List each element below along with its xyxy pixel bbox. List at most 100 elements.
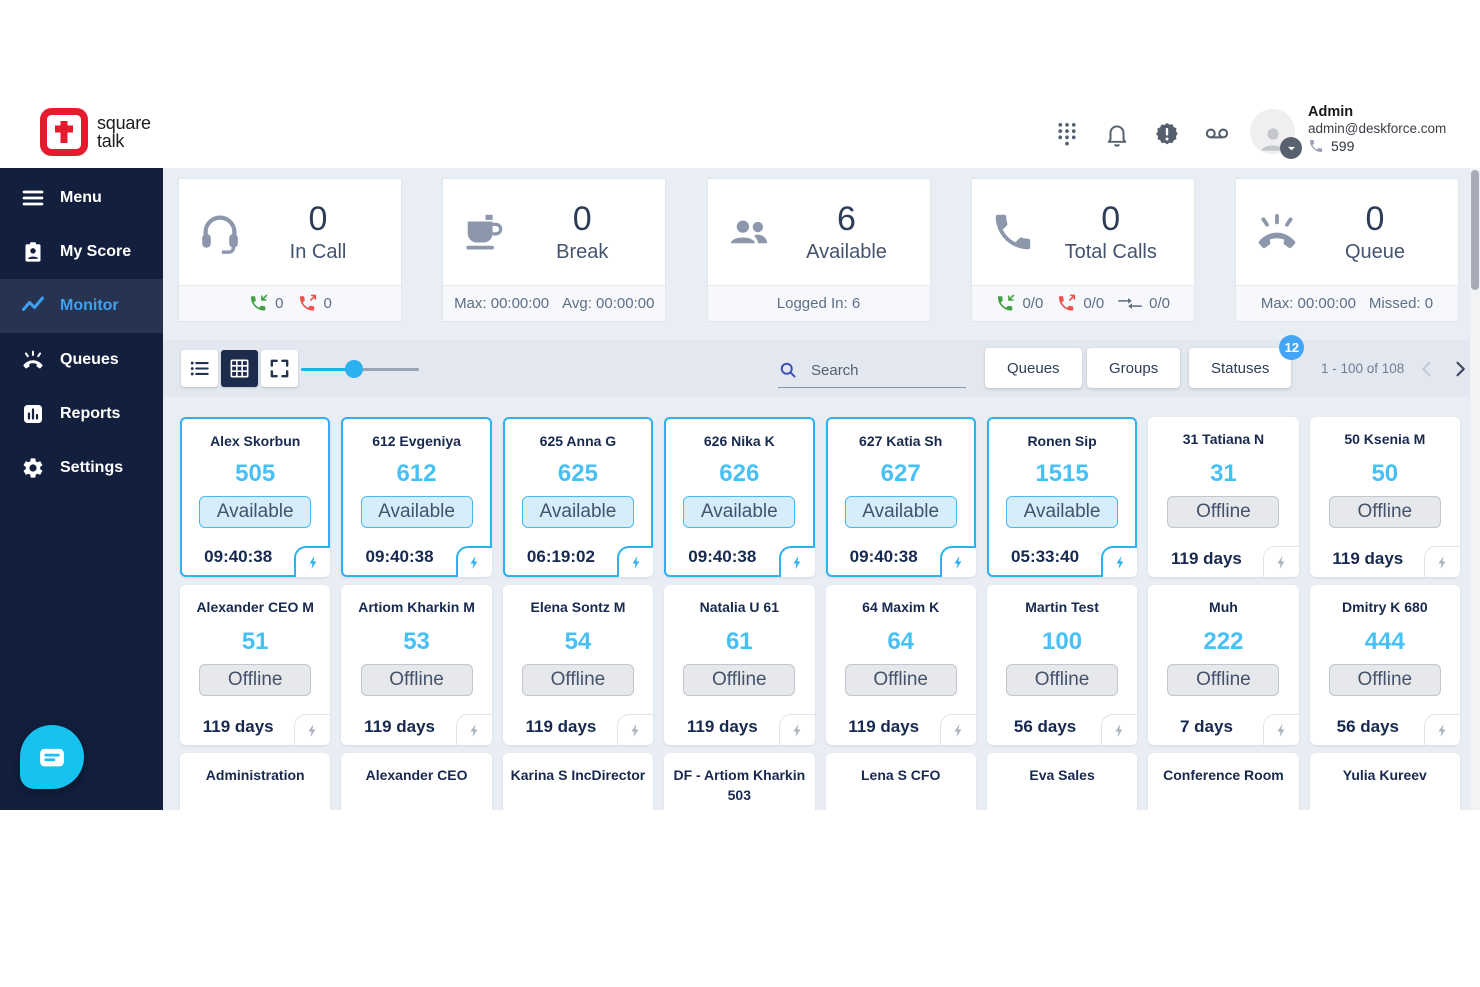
sidebar-item-menu[interactable]: Menu bbox=[0, 171, 163, 225]
quick-action-bolt-button[interactable] bbox=[1424, 714, 1460, 745]
agent-name: Muh bbox=[1209, 599, 1238, 615]
chat-launcher-button[interactable] bbox=[20, 725, 84, 789]
user-menu-caret[interactable] bbox=[1280, 137, 1302, 159]
stat-footer-item: 0/0 bbox=[1056, 293, 1104, 314]
agent-card[interactable]: Eva Sales bbox=[986, 753, 1138, 810]
agent-duration: 05:33:40 bbox=[1011, 547, 1080, 566]
slider-thumb[interactable] bbox=[345, 360, 364, 378]
agent-card[interactable]: 64 Maxim K 64 Offline 119 days bbox=[825, 585, 976, 745]
queues-filter-button[interactable]: Queues bbox=[985, 348, 1082, 388]
stat-footer-item: 0 bbox=[297, 293, 332, 314]
agent-card[interactable]: Muh 222 Offline 7 days bbox=[1148, 585, 1299, 745]
agent-card[interactable]: Artiom Kharkin M 53 Offline 119 days bbox=[341, 585, 492, 745]
outgoing-call-icon bbox=[297, 293, 318, 314]
groups-filter-button[interactable]: Groups bbox=[1087, 348, 1181, 388]
quick-action-bolt-button[interactable] bbox=[294, 714, 331, 745]
quick-action-bolt-button[interactable] bbox=[1101, 546, 1138, 577]
scrollbar-thumb[interactable] bbox=[1471, 170, 1479, 290]
agent-card[interactable]: Alexander CEO M 51 Offline 119 days bbox=[180, 585, 331, 745]
stat-label: In Call bbox=[289, 241, 347, 263]
agent-card[interactable]: Dmitry K 680 444 Offline 56 days bbox=[1309, 585, 1460, 745]
agent-card[interactable]: 50 Ksenia M 50 Offline 119 days bbox=[1309, 417, 1460, 577]
sidebar-item-settings[interactable]: Settings bbox=[0, 441, 163, 495]
notifications-bell-button[interactable] bbox=[1104, 121, 1130, 147]
stat-label: Break bbox=[556, 241, 609, 263]
card-size-slider[interactable] bbox=[301, 360, 419, 378]
agent-card[interactable]: Administration bbox=[180, 753, 331, 810]
dialpad-button[interactable] bbox=[1054, 121, 1080, 147]
bolt-icon bbox=[1112, 723, 1127, 738]
agent-card[interactable]: 627 Katia Sh 627 Available 09:40:38 bbox=[825, 417, 976, 577]
agent-card[interactable]: 625 Anna G 625 Available 06:19:02 bbox=[502, 417, 654, 577]
agent-card[interactable]: Elena Sontz M 54 Offline 119 days bbox=[502, 585, 654, 745]
stat-value: 0 bbox=[572, 200, 592, 238]
agent-card[interactable]: Alex Skorbun 505 Available 09:40:38 bbox=[180, 417, 331, 577]
agent-name: Yulia Kureev bbox=[1342, 767, 1427, 783]
agent-name: Alex Skorbun bbox=[210, 433, 301, 449]
slider-fill bbox=[301, 368, 355, 371]
search-input[interactable] bbox=[809, 360, 949, 380]
bolt-icon bbox=[790, 555, 805, 570]
agent-card[interactable]: Alexander CEO bbox=[341, 753, 492, 810]
quick-action-bolt-button[interactable] bbox=[455, 546, 492, 577]
quick-action-bolt-button[interactable] bbox=[939, 546, 976, 577]
stat-footer-text: Max: 00:00:00 bbox=[454, 295, 550, 312]
next-page-button[interactable] bbox=[1450, 359, 1470, 379]
previous-page-button[interactable] bbox=[1417, 359, 1437, 379]
agent-card[interactable]: 31 Tatiana N 31 Offline 119 days bbox=[1148, 417, 1299, 577]
agent-card[interactable]: Lena S CFO bbox=[825, 753, 976, 810]
agent-card[interactable]: Conference Room bbox=[1148, 753, 1299, 810]
agent-duration: 09:40:38 bbox=[849, 547, 918, 566]
square-talk-logo-icon bbox=[40, 108, 88, 156]
agent-extension: 444 bbox=[1364, 628, 1405, 656]
queues-icon bbox=[21, 348, 45, 372]
agent-card[interactable]: Ronen Sip 1515 Available 05:33:40 bbox=[986, 417, 1138, 577]
agent-status-badge: Available bbox=[360, 496, 473, 529]
agent-extension: 50 bbox=[1371, 460, 1399, 488]
agent-extension: 100 bbox=[1042, 628, 1083, 656]
agent-grid: Alex Skorbun 505 Available 09:40:38 612 Evge… bbox=[180, 417, 1460, 810]
quick-action-bolt-button[interactable] bbox=[617, 714, 654, 745]
grid-view-button[interactable] bbox=[221, 350, 258, 387]
agent-card[interactable]: Karina S IncDirector bbox=[502, 753, 654, 810]
quick-action-bolt-button[interactable] bbox=[1262, 546, 1299, 577]
agent-card[interactable]: Yulia Kureev bbox=[1309, 753, 1460, 810]
agent-status-badge: Offline bbox=[360, 664, 473, 697]
agent-name: Conference Room bbox=[1163, 767, 1284, 783]
quick-action-bolt-button[interactable] bbox=[617, 546, 654, 577]
fullscreen-icon bbox=[268, 357, 291, 380]
stat-card-break: 0 Break Max: 00:00:00 Avg: 00:00:00 bbox=[442, 178, 667, 322]
quick-action-bolt-button[interactable] bbox=[1101, 714, 1138, 745]
sidebar-item-label: Menu bbox=[60, 189, 102, 206]
agent-name: 50 Ksenia M bbox=[1344, 431, 1426, 447]
fullscreen-view-button[interactable] bbox=[261, 350, 298, 387]
agent-card[interactable]: Martin Test 100 Offline 56 days bbox=[986, 585, 1138, 745]
agent-name: Karina S IncDirector bbox=[510, 767, 646, 783]
alert-badge-button[interactable] bbox=[1154, 121, 1180, 147]
sidebar-item-my-score[interactable]: My Score bbox=[0, 225, 163, 279]
list-view-button[interactable] bbox=[181, 350, 218, 387]
agent-card[interactable]: Natalia U 61 61 Offline 119 days bbox=[664, 585, 815, 745]
voicemail-button[interactable] bbox=[1204, 121, 1230, 147]
stat-footer-value: 0 bbox=[275, 295, 284, 312]
stat-value: 0 bbox=[308, 200, 328, 238]
agent-card[interactable]: 626 Nika K 626 Available 09:40:38 bbox=[664, 417, 815, 577]
quick-action-bolt-button[interactable] bbox=[1262, 714, 1299, 745]
quick-action-bolt-button[interactable] bbox=[778, 714, 815, 745]
statuses-filter-button[interactable]: Statuses 12 bbox=[1189, 335, 1305, 388]
notifications-bell-icon bbox=[1104, 121, 1130, 147]
sidebar-item-monitor[interactable]: Monitor bbox=[0, 279, 163, 333]
sidebar-item-queues[interactable]: Queues bbox=[0, 333, 163, 387]
quick-action-bolt-button[interactable] bbox=[939, 714, 976, 745]
quick-action-bolt-button[interactable] bbox=[778, 546, 815, 577]
quick-action-bolt-button[interactable] bbox=[455, 714, 492, 745]
quick-action-bolt-button[interactable] bbox=[294, 546, 331, 577]
vertical-scrollbar[interactable] bbox=[1470, 168, 1480, 810]
agent-card[interactable]: DF - Artiom Kharkin 503 bbox=[664, 753, 815, 810]
agent-card[interactable]: 612 Evgeniya 612 Available 09:40:38 bbox=[341, 417, 492, 577]
agent-name: 612 Evgeniya bbox=[372, 433, 461, 449]
sidebar-item-reports[interactable]: Reports bbox=[0, 387, 163, 441]
user-chip[interactable]: Admin admin@deskforce.com 599 bbox=[1250, 102, 1446, 159]
agent-duration: 06:19:02 bbox=[526, 547, 595, 566]
quick-action-bolt-button[interactable] bbox=[1424, 546, 1460, 577]
